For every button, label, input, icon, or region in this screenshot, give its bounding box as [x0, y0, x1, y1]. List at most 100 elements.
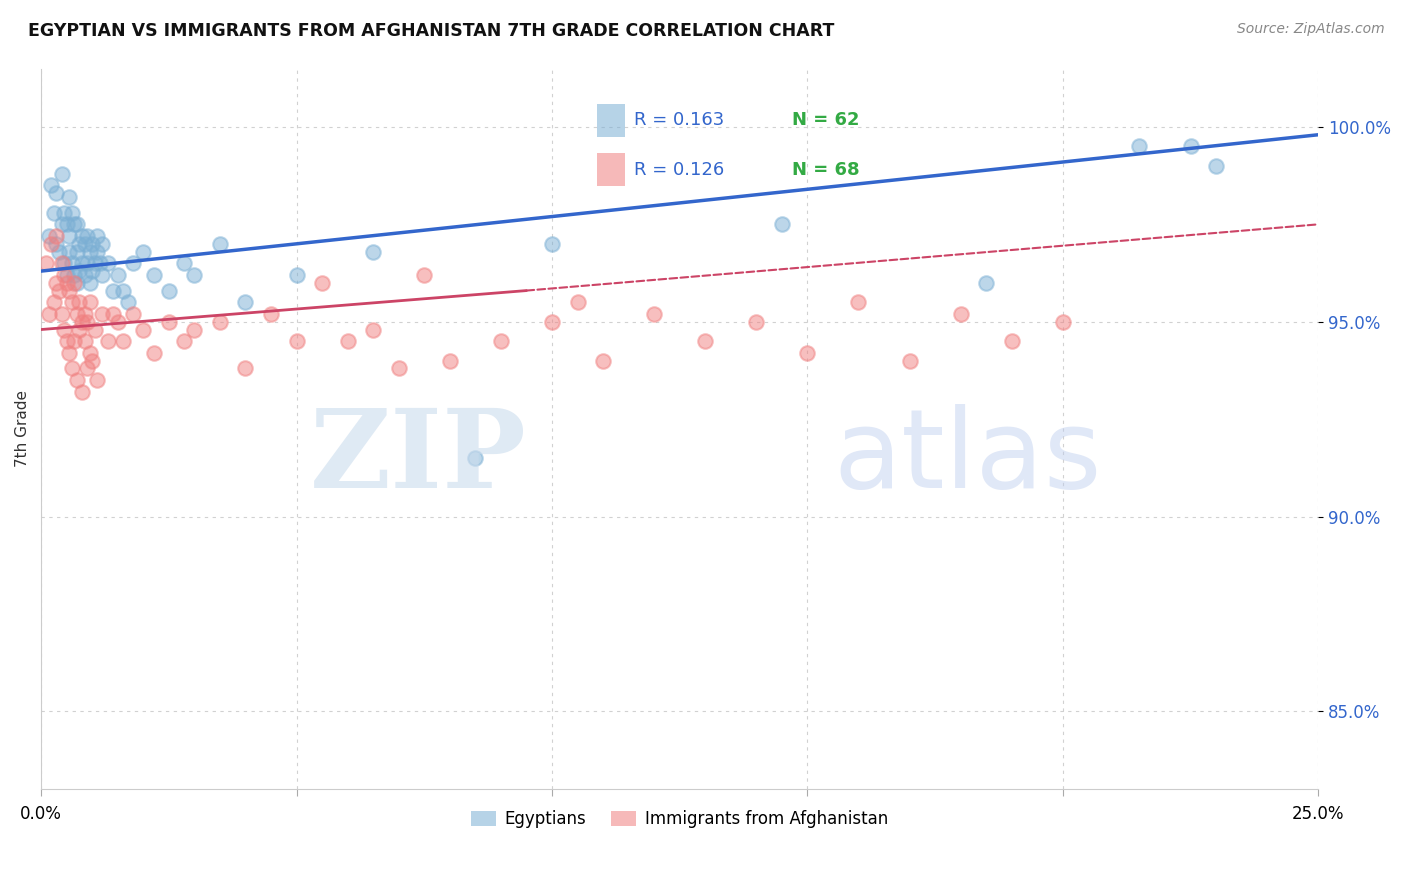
Point	[96, 334, 118, 349]
Point	[173, 256, 195, 270]
Point	[76, 256, 98, 270]
Point	[86, 229, 108, 244]
Point	[235, 295, 257, 310]
Point	[157, 315, 180, 329]
Point	[53, 256, 76, 270]
Point	[101, 284, 124, 298]
Point	[58, 346, 80, 360]
Point	[58, 190, 80, 204]
Point	[117, 295, 139, 310]
Point	[67, 295, 90, 310]
Point	[592, 353, 614, 368]
Point	[67, 322, 90, 336]
Point	[70, 256, 93, 270]
Point	[66, 373, 89, 387]
Point	[55, 276, 77, 290]
Point	[79, 276, 101, 290]
Point	[53, 268, 76, 282]
Point	[541, 315, 564, 329]
Y-axis label: 7th Grade: 7th Grade	[15, 391, 30, 467]
Point	[541, 236, 564, 251]
Bar	[596, 103, 624, 137]
Point	[695, 334, 717, 349]
Point	[53, 322, 76, 336]
Point	[51, 256, 73, 270]
Point	[567, 295, 589, 310]
Text: N = 62: N = 62	[792, 112, 859, 129]
Point	[73, 236, 96, 251]
Point	[311, 276, 333, 290]
Point	[285, 268, 308, 282]
Point	[48, 284, 70, 298]
Point	[89, 256, 111, 270]
Point	[45, 276, 67, 290]
Point	[79, 346, 101, 360]
Point	[35, 256, 58, 270]
Point	[53, 205, 76, 219]
Point	[63, 268, 86, 282]
Point	[63, 334, 86, 349]
Point	[63, 218, 86, 232]
Point	[974, 276, 997, 290]
Text: N = 68: N = 68	[792, 161, 859, 178]
Point	[208, 236, 231, 251]
Point	[91, 307, 114, 321]
Point	[66, 307, 89, 321]
Point	[489, 334, 512, 349]
Point	[83, 322, 105, 336]
Point	[898, 353, 921, 368]
Point	[38, 307, 60, 321]
Point	[63, 276, 86, 290]
Point	[142, 346, 165, 360]
Point	[111, 334, 134, 349]
Point	[96, 256, 118, 270]
Point	[38, 229, 60, 244]
Point	[60, 256, 83, 270]
Point	[73, 268, 96, 282]
Point	[42, 205, 65, 219]
Point	[183, 268, 205, 282]
Point	[770, 218, 793, 232]
Point	[101, 307, 124, 321]
Point	[67, 264, 90, 278]
Point	[45, 229, 67, 244]
Point	[86, 373, 108, 387]
Point	[58, 244, 80, 259]
Point	[1128, 139, 1150, 153]
Point	[76, 361, 98, 376]
Point	[83, 256, 105, 270]
Point	[73, 307, 96, 321]
Point	[45, 186, 67, 201]
Point	[643, 307, 665, 321]
Point	[142, 268, 165, 282]
Point	[51, 167, 73, 181]
Point	[76, 315, 98, 329]
Point	[55, 334, 77, 349]
Point	[60, 361, 83, 376]
Point	[285, 334, 308, 349]
Point	[70, 315, 93, 329]
Point	[949, 307, 972, 321]
Point	[60, 295, 83, 310]
Point	[82, 236, 104, 251]
Point	[132, 244, 155, 259]
Point	[388, 361, 411, 376]
Point	[76, 229, 98, 244]
Point	[183, 322, 205, 336]
Point	[79, 244, 101, 259]
Point	[82, 353, 104, 368]
Point	[260, 307, 283, 321]
Point	[1001, 334, 1024, 349]
Point	[122, 307, 145, 321]
Point	[66, 218, 89, 232]
Point	[173, 334, 195, 349]
Point	[336, 334, 359, 349]
Point	[41, 236, 63, 251]
Point	[107, 268, 129, 282]
Point	[361, 322, 384, 336]
Point	[55, 268, 77, 282]
Point	[79, 295, 101, 310]
Point	[51, 218, 73, 232]
Point	[58, 284, 80, 298]
Text: R = 0.126: R = 0.126	[634, 161, 724, 178]
